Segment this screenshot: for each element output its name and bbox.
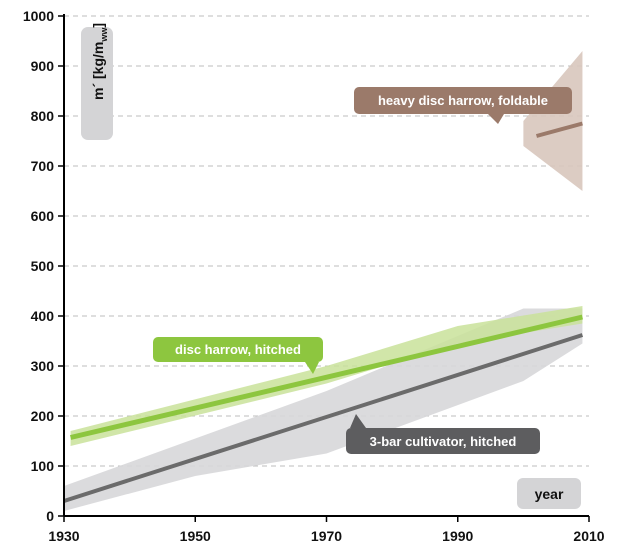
callout-disc-harrow: disc harrow, hitched xyxy=(153,337,323,374)
y-tick-label-400: 400 xyxy=(31,308,55,324)
x-tick-label-1990: 1990 xyxy=(442,528,473,544)
y-tick-label-0: 0 xyxy=(46,508,54,524)
y-tick-label-300: 300 xyxy=(31,358,55,374)
x-axis-label-badge: year xyxy=(517,478,581,509)
y-axis-label: m´ [kg/mww] xyxy=(90,23,109,100)
y-tick-label-600: 600 xyxy=(31,208,55,224)
x-tick-label-1970: 1970 xyxy=(311,528,342,544)
x-axis-label: year xyxy=(535,486,564,502)
y-tick-label-100: 100 xyxy=(31,458,55,474)
y-tick-label-500: 500 xyxy=(31,258,55,274)
band-3-bar-cultivator xyxy=(64,308,583,511)
x-tick-label-1950: 1950 xyxy=(180,528,211,544)
callout-heavy-disc-harrow-label: heavy disc harrow, foldable xyxy=(378,93,548,108)
y-tick-labels: 0 100 200 300 400 500 600 700 800 900 1000 xyxy=(23,8,64,524)
x-tick-label-1930: 1930 xyxy=(48,528,79,544)
series-lines xyxy=(63,121,584,503)
x-tick-labels: 1930 1950 1970 1990 2010 xyxy=(48,516,605,544)
y-axis-label-badge: m´ [kg/mww] xyxy=(81,23,113,140)
y-tick-label-200: 200 xyxy=(31,408,55,424)
callout-3-bar-cultivator-label: 3-bar cultivator, hitched xyxy=(370,434,517,449)
line-disc-harrow xyxy=(69,314,584,440)
y-tick-label-700: 700 xyxy=(31,158,55,174)
band-heavy-disc-harrow xyxy=(523,51,583,191)
y-tick-label-900: 900 xyxy=(31,58,55,74)
y-tick-label-1000: 1000 xyxy=(23,8,54,24)
callout-disc-harrow-label: disc harrow, hitched xyxy=(175,342,301,357)
line-3-bar-cultivator xyxy=(63,333,584,503)
callout-3-bar-cultivator: 3-bar cultivator, hitched xyxy=(346,414,540,454)
line-heavy-disc-harrow xyxy=(535,121,583,138)
x-tick-label-2010: 2010 xyxy=(573,528,604,544)
callout-heavy-disc-harrow: heavy disc harrow, foldable xyxy=(354,87,572,124)
y-tick-label-800: 800 xyxy=(31,108,55,124)
